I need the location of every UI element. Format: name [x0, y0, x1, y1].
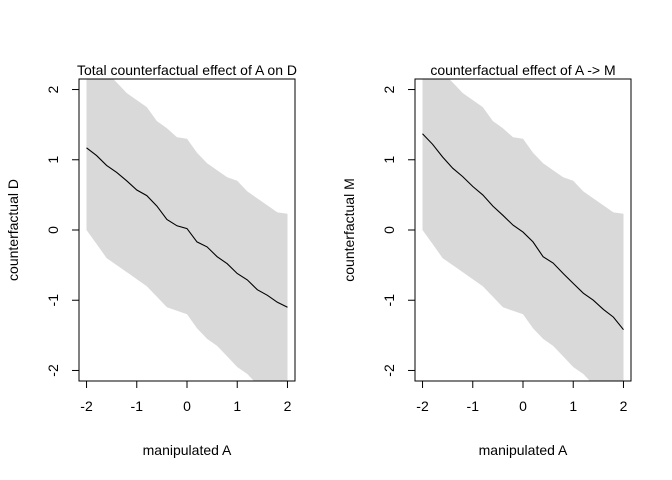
y-tick-label: -2 [45, 364, 61, 377]
y-tick-label: 1 [381, 156, 397, 164]
x-tick-label: -2 [80, 398, 93, 414]
y-tick-label: 2 [381, 85, 397, 93]
mean-line [422, 133, 624, 331]
x-axis-label: manipulated A [143, 442, 232, 458]
chart-title: Total counterfactual effect of A on D [77, 62, 297, 78]
x-tick-label: -1 [467, 398, 480, 414]
x-tick-label: 1 [233, 398, 241, 414]
panel-total-effect: Total counterfactual effect of A on D ma… [5, 62, 297, 458]
x-tick-label: 2 [620, 398, 628, 414]
y-tick-label: 2 [45, 85, 61, 93]
panel-a-to-m-effect: counterfactual effect of A -> M manipula… [341, 62, 632, 458]
y-tick-label: 0 [45, 226, 61, 234]
chart-title: counterfactual effect of A -> M [430, 62, 615, 78]
x-tick-label: 1 [569, 398, 577, 414]
y-tick-label: -2 [381, 364, 397, 377]
x-tick-label: 0 [183, 398, 191, 414]
y-tick-label: -1 [45, 294, 61, 307]
y-axis-label: counterfactual D [5, 179, 21, 281]
mean-line [86, 147, 288, 308]
x-tick-label: -1 [131, 398, 144, 414]
interval-band [422, 79, 624, 381]
y-tick-label: -1 [381, 294, 397, 307]
y-axis-label: counterfactual M [341, 178, 357, 282]
x-axis-label: manipulated A [479, 442, 568, 458]
y-tick-label: 0 [381, 226, 397, 234]
y-tick-label: 1 [45, 156, 61, 164]
x-tick-label: -2 [416, 398, 429, 414]
x-tick-label: 2 [284, 398, 292, 414]
x-tick-label: 0 [519, 398, 527, 414]
interval-band [86, 79, 288, 381]
